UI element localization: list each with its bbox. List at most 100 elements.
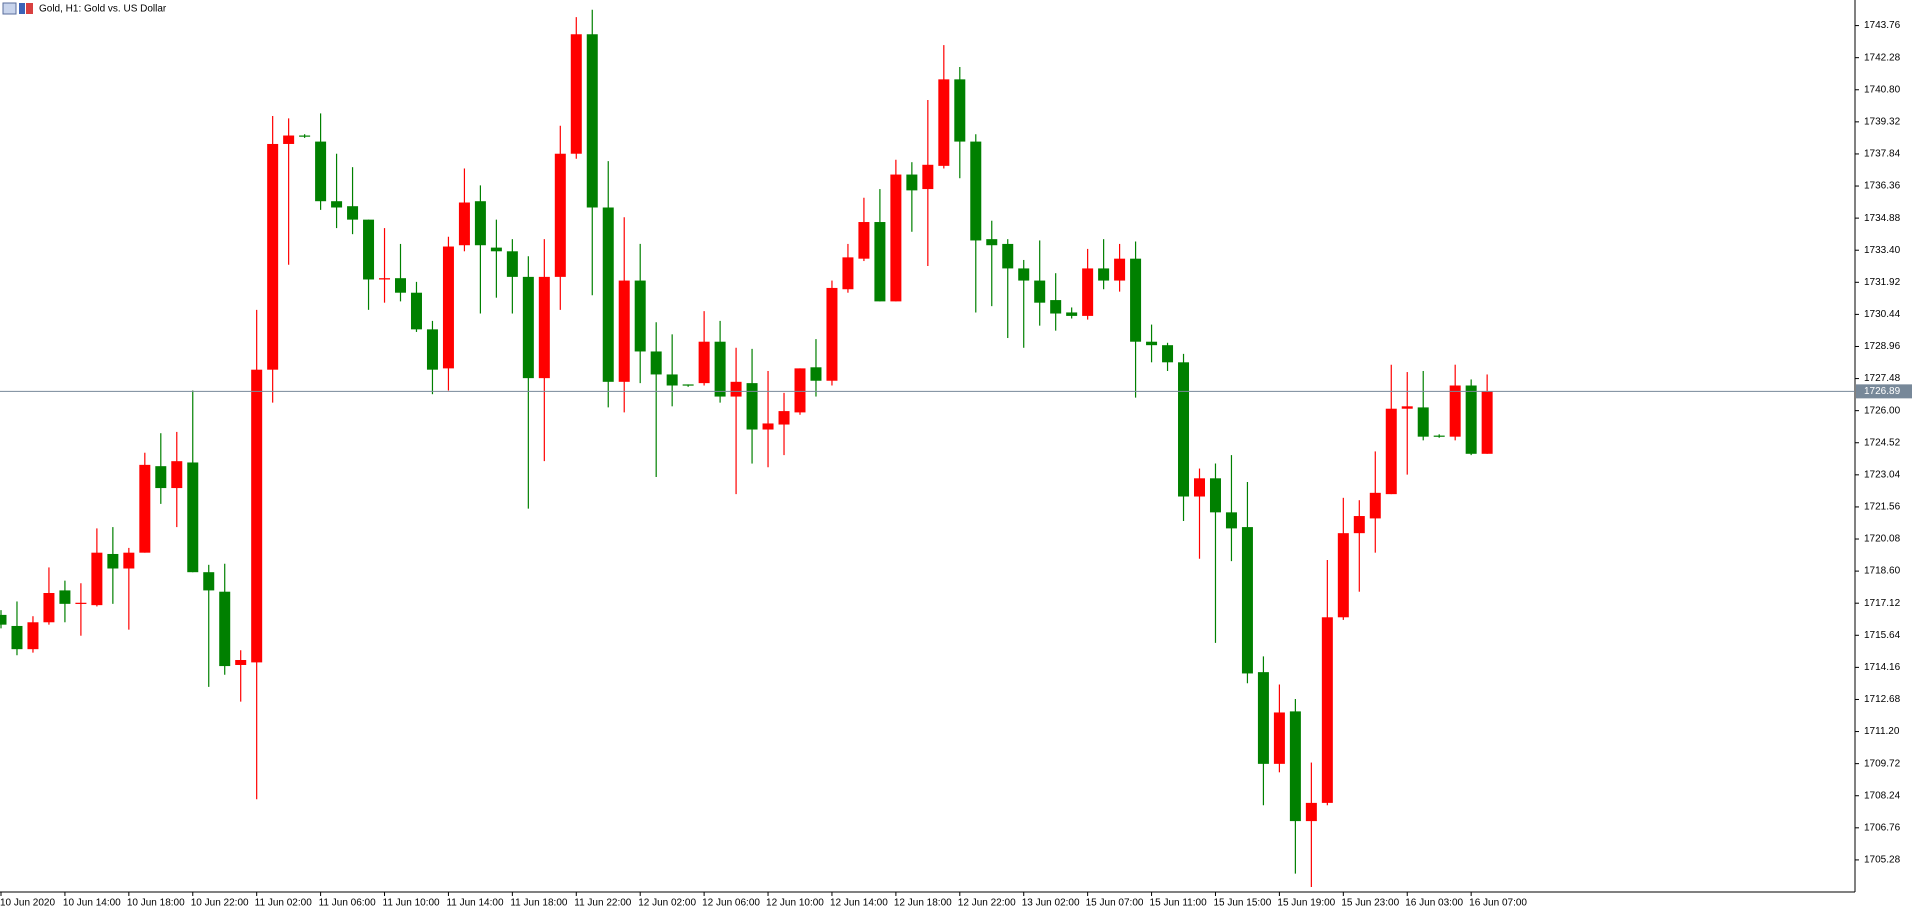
candle-body <box>618 280 630 382</box>
candle-body <box>1209 478 1221 513</box>
candle-body <box>1034 280 1046 303</box>
candle-body <box>0 614 7 625</box>
y-tick-label: 1733.40 <box>1864 245 1901 256</box>
x-tick-label: 12 Jun 10:00 <box>766 898 824 909</box>
y-tick-label: 1727.48 <box>1864 373 1901 384</box>
x-tick-label: 15 Jun 19:00 <box>1277 898 1335 909</box>
candle-body <box>1417 407 1429 437</box>
x-tick-label: 10 Jun 22:00 <box>191 898 249 909</box>
candle-body <box>1130 258 1142 342</box>
candle-body <box>922 164 934 190</box>
x-tick-label: 12 Jun 14:00 <box>830 898 888 909</box>
candle-body <box>1465 385 1477 454</box>
y-tick-label: 1737.84 <box>1864 149 1901 160</box>
candle-body <box>1178 362 1190 497</box>
candle-body <box>187 462 199 573</box>
y-tick-label: 1711.20 <box>1864 726 1900 737</box>
x-tick-label: 15 Jun 15:00 <box>1213 898 1271 909</box>
x-tick-label: 16 Jun 07:00 <box>1469 898 1527 909</box>
y-tick-label: 1720.08 <box>1864 534 1901 545</box>
x-tick-label: 12 Jun 18:00 <box>894 898 952 909</box>
candle-body <box>203 572 215 591</box>
y-tick-label: 1723.04 <box>1864 469 1901 480</box>
candle-body <box>363 219 375 280</box>
x-tick-label: 13 Jun 02:00 <box>1022 898 1080 909</box>
candle-body <box>1401 406 1413 409</box>
candle-body <box>331 201 343 208</box>
candle-body <box>171 461 183 489</box>
y-tick-label: 1728.96 <box>1864 341 1901 352</box>
candle-body <box>874 222 886 302</box>
y-tick-label: 1731.92 <box>1864 277 1901 288</box>
candle-body <box>842 257 854 290</box>
candle-body <box>235 660 247 665</box>
candle-body <box>1385 408 1397 495</box>
candle-body <box>954 79 966 142</box>
candle-body <box>698 341 710 384</box>
candle-body <box>379 278 391 280</box>
icon <box>19 3 25 14</box>
last-price-tag <box>1856 384 1912 399</box>
y-tick-label: 1739.32 <box>1864 116 1901 127</box>
candle-body <box>1257 672 1269 764</box>
candle-body <box>778 411 790 425</box>
candle-body <box>1194 478 1205 497</box>
candle-body <box>107 553 119 569</box>
y-tick-label: 1718.60 <box>1864 566 1901 577</box>
candle-body <box>43 593 55 623</box>
candle-body <box>139 464 151 553</box>
candle-body <box>1433 435 1445 437</box>
candle-body <box>858 222 870 259</box>
y-tick-label: 1742.28 <box>1864 52 1901 63</box>
candle-body <box>267 143 279 370</box>
candle-body <box>650 351 662 375</box>
candle-body <box>442 246 454 369</box>
candle-body <box>634 280 646 352</box>
x-tick-label: 11 Jun 18:00 <box>510 898 568 909</box>
candle-body <box>1098 268 1110 281</box>
y-tick-label: 1726.00 <box>1864 405 1901 416</box>
candle-body <box>1162 345 1174 363</box>
candle-body <box>810 367 822 381</box>
y-tick-label: 1717.12 <box>1864 598 1901 609</box>
candle-body <box>315 141 327 202</box>
x-tick-label: 10 Jun 2020 <box>0 898 55 909</box>
y-tick-label: 1706.76 <box>1864 822 1901 833</box>
candle-body <box>395 278 406 293</box>
candle-body <box>490 247 502 252</box>
x-tick-label: 12 Jun 22:00 <box>958 898 1016 909</box>
candle-body <box>123 552 135 569</box>
candle-body <box>426 329 438 370</box>
x-tick-label: 15 Jun 23:00 <box>1341 898 1399 909</box>
candle-body <box>1353 516 1365 534</box>
candle-body <box>27 622 39 650</box>
icon <box>2 2 17 15</box>
x-tick-label: 11 Jun 02:00 <box>255 898 313 909</box>
candle-body <box>474 201 486 246</box>
candle-body <box>1018 268 1030 281</box>
candle-body <box>1050 300 1062 314</box>
x-tick-label: 12 Jun 06:00 <box>702 898 760 909</box>
x-tick-label: 16 Jun 03:00 <box>1405 898 1463 909</box>
x-tick-label: 11 Jun 10:00 <box>383 898 441 909</box>
candle-body <box>1273 712 1285 764</box>
candle-body <box>458 202 470 246</box>
candle-body <box>1305 802 1317 822</box>
candle-body <box>570 34 582 154</box>
x-tick-label: 11 Jun 14:00 <box>446 898 504 909</box>
candle-body <box>1369 492 1381 519</box>
candle-body <box>602 207 614 382</box>
x-tick-label: 10 Jun 14:00 <box>63 898 121 909</box>
candle-body <box>1481 391 1493 454</box>
candle-body <box>1241 527 1253 674</box>
candle-body <box>730 381 742 397</box>
candle-body <box>1114 258 1126 281</box>
candle-body <box>11 625 23 650</box>
candle-body <box>906 174 918 191</box>
x-tick-label: 11 Jun 06:00 <box>319 898 377 909</box>
candle-body <box>986 239 998 246</box>
candle-body <box>91 552 103 606</box>
candle-body <box>1225 512 1237 529</box>
candle-body <box>299 135 311 137</box>
candle-body <box>283 135 295 144</box>
